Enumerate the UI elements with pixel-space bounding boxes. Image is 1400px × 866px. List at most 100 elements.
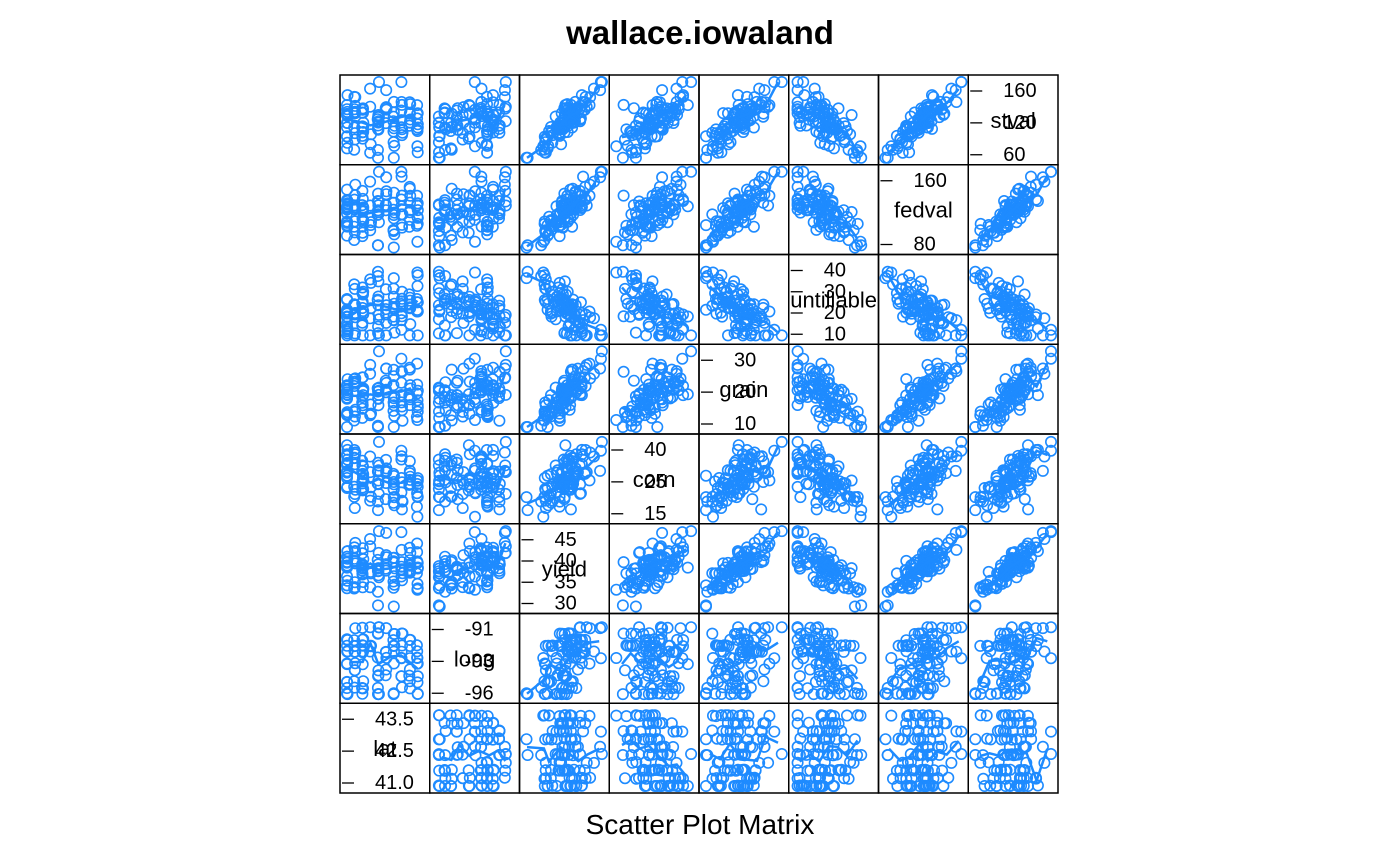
data-point [949,464,962,477]
diag-tick-label: 10 [734,413,756,435]
data-point [411,107,424,120]
data-point [340,215,353,228]
data-point [640,107,653,120]
data-point [341,306,354,319]
data-point [630,143,643,156]
data-point [640,220,653,233]
data-point [364,224,377,237]
data-point [445,116,458,129]
data-point [364,82,377,95]
data-point [900,373,913,386]
data-point [411,329,424,342]
data-point [486,313,499,326]
panel-r0-c6 [877,74,969,166]
smooth-line [441,299,507,328]
data-point [594,76,607,89]
panel-r5-c4 [698,523,790,615]
data-point [758,84,771,97]
data-point [521,151,534,164]
data-point [348,278,361,291]
diag-tick-label: 120 [1003,112,1036,134]
data-point [395,129,408,142]
smooth-line [441,188,507,222]
data-point [341,202,354,215]
panel-r5-c1 [429,523,521,615]
smooth-line [798,105,859,154]
data-point [797,165,810,178]
data-point [925,122,938,135]
data-point [794,491,807,504]
data-point [616,265,629,278]
data-point [341,89,354,102]
smooth-line [708,81,780,147]
data-point [340,293,353,306]
panel-r1-c4 [698,164,790,256]
data-point [906,121,919,134]
smooth-line [621,193,687,230]
panel-r4-c5 [788,433,880,525]
data-point [340,121,353,134]
diag-tick-label: 160 [1003,80,1036,102]
data-point [371,151,384,164]
panel-r0-c4 [698,74,790,166]
data-point [372,187,385,200]
data-point [481,285,494,298]
data-point [492,212,505,225]
data-point [356,126,369,139]
data-point [795,202,808,215]
data-point [403,329,416,342]
data-point [575,202,588,215]
data-point [487,126,500,139]
data-point [456,133,469,146]
data-point [445,234,458,247]
data-point [341,325,354,338]
data-point [949,84,962,97]
data-point [814,136,827,149]
panel-r4-c6 [877,433,969,525]
data-point [837,645,850,658]
data-point [349,178,362,191]
data-point [348,133,361,146]
data-point [757,110,770,123]
data-point [791,681,804,694]
smooth-line [526,84,601,159]
data-point [627,374,640,387]
data-point [433,272,446,285]
data-point [617,98,630,111]
data-point [432,110,445,123]
data-point [411,140,424,153]
data-point [1031,195,1044,208]
data-point [617,556,630,569]
smooth-line [350,114,419,127]
data-point [699,219,712,232]
data-point [855,239,868,252]
data-point [340,142,353,155]
data-point [798,89,811,102]
data-point [372,290,385,303]
data-point [348,501,361,514]
data-point [640,329,653,342]
diag-tick-label: 40 [644,439,666,461]
data-point [629,151,642,164]
data-point [341,136,354,149]
data-point [629,326,642,339]
data-point [728,187,741,200]
data-point [410,500,423,513]
data-point [404,189,417,202]
data-point [645,230,658,243]
diag-tick-label: 40 [824,260,846,282]
data-point [498,171,511,184]
diag-variable-name: corn [633,467,676,492]
data-point [364,329,377,342]
data-point [575,99,588,112]
data-point [706,208,719,221]
data-point [486,89,499,102]
data-point [341,220,354,233]
data-point [349,622,362,635]
panel-r2-c7 [967,253,1059,345]
diag-variable-name: stval [991,108,1036,133]
